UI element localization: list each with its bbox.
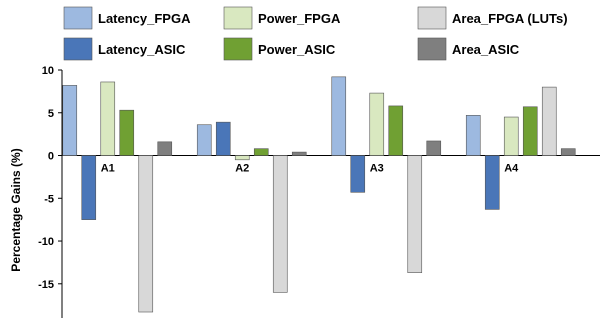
legend-item-power-fpga: Power_FPGA — [223, 6, 341, 30]
legend-item-latency-fpga: Latency_FPGA — [63, 6, 191, 30]
legend-swatch-power-fpga — [223, 6, 253, 30]
bar-group-a2: A2 — [196, 121, 307, 293]
bar-latency-fpga-a1 — [62, 85, 78, 156]
plot-area: 10 5 0 -5 -10 -15 A1 A2 A3 A4 — [38, 65, 600, 318]
legend-swatch-area-asic — [417, 37, 447, 61]
bar-power-fpga-a3 — [369, 92, 385, 156]
bar-group-a4: A4 — [465, 86, 576, 210]
y-axis-title: Percentage Gains (%) — [9, 148, 23, 271]
legend-swatch-power-asic — [223, 37, 253, 61]
bar-area-asic-a1 — [157, 141, 173, 156]
bar-power-asic-a3 — [388, 105, 404, 156]
y-tick-label: 10 — [42, 65, 54, 77]
legend-item-power-asic: Power_ASIC — [223, 37, 336, 61]
legend-item-area-asic: Area_ASIC — [417, 37, 520, 61]
y-tick-label: -15 — [38, 279, 54, 291]
legend-swatch-latency-asic — [63, 37, 93, 61]
bar-area-asic-a3 — [426, 140, 442, 156]
legend-label-latency-fpga: Latency_FPGA — [98, 11, 191, 26]
bar-area-asic-a2 — [291, 151, 307, 156]
bar-latency-asic-a1 — [81, 155, 97, 220]
bar-area-asic-a4 — [560, 148, 576, 156]
y-tick-label: -5 — [44, 193, 54, 205]
legend-label-latency-asic: Latency_ASIC — [98, 42, 186, 57]
bar-latency-asic-a2 — [215, 121, 231, 156]
bar-latency-fpga-a2 — [196, 124, 212, 156]
legend-swatch-latency-fpga — [63, 6, 93, 30]
y-tick-label: -10 — [38, 236, 54, 248]
category-label-a3: A3 — [370, 163, 384, 175]
bar-power-asic-a1 — [119, 109, 135, 156]
y-tick-label: 0 — [48, 151, 54, 163]
bar-area-fpga-luts-a3 — [407, 155, 423, 273]
legend-label-area-fpga-luts: Area_FPGA (LUTs) — [452, 11, 568, 26]
y-tick-label: 5 — [48, 108, 54, 120]
bar-latency-asic-a3 — [350, 155, 366, 193]
bar-latency-asic-a4 — [484, 155, 500, 210]
legend-item-latency-asic: Latency_ASIC — [63, 37, 186, 61]
bar-group-a3: A3 — [331, 76, 442, 273]
bar-area-fpga-luts-a2 — [272, 155, 288, 293]
bar-area-fpga-luts-a4 — [541, 86, 557, 156]
legend-label-area-asic: Area_ASIC — [452, 42, 520, 57]
category-label-a2: A2 — [235, 163, 249, 175]
category-label-a1: A1 — [101, 163, 115, 175]
bar-latency-fpga-a3 — [331, 76, 347, 156]
legend-label-power-fpga: Power_FPGA — [258, 11, 341, 26]
bar-power-asic-a4 — [522, 106, 538, 156]
legend-label-power-asic: Power_ASIC — [258, 42, 336, 57]
legend-swatch-area-fpga-luts — [417, 6, 447, 30]
category-label-a4: A4 — [504, 163, 519, 175]
bar-area-fpga-luts-a1 — [138, 155, 154, 313]
legend-item-area-fpga-luts: Area_FPGA (LUTs) — [417, 6, 568, 30]
bar-group-a1: A1 — [62, 81, 173, 313]
bar-power-asic-a2 — [253, 148, 269, 156]
bar-power-fpga-a2 — [234, 155, 250, 161]
bar-latency-fpga-a4 — [465, 115, 481, 156]
legend: Latency_FPGA Power_FPGA Area_FPGA (LUTs) La… — [63, 6, 568, 61]
bar-power-fpga-a4 — [503, 116, 519, 156]
bar-power-fpga-a1 — [100, 81, 116, 156]
